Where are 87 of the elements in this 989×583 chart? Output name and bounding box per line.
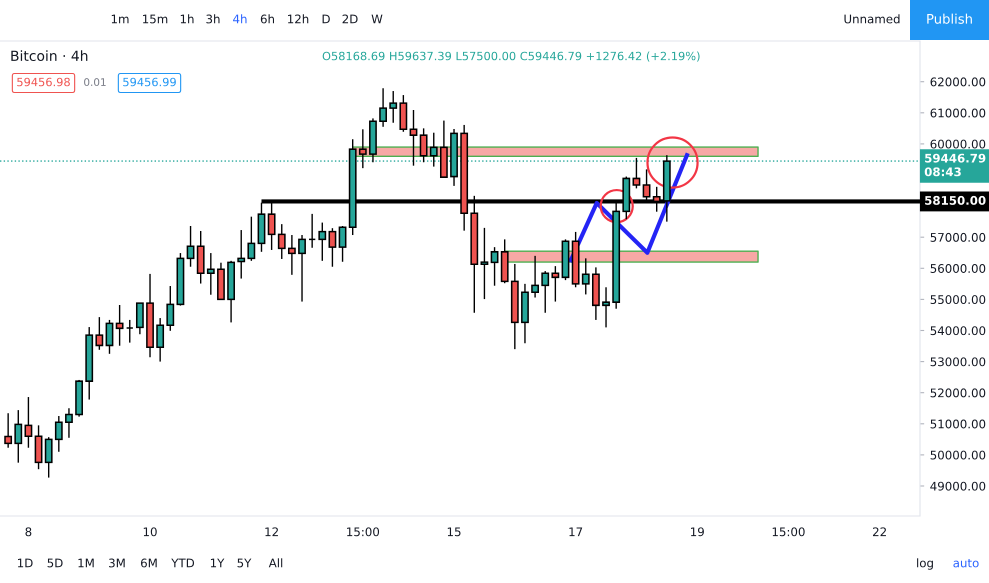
annotation: 59456.99 [123, 78, 176, 86]
y-tick-label: 56000.00 [930, 264, 986, 273]
candlestick [410, 109, 418, 166]
y-tick-label: 61000.00 [930, 108, 986, 118]
candlestick [186, 225, 194, 268]
x-tick-label: 17 [569, 527, 582, 536]
candlestick [490, 246, 498, 286]
text: 1h [180, 14, 194, 24]
y-tick-label: 53000.00 [930, 357, 986, 366]
candlestick [288, 234, 296, 276]
x-tick-label: 22 [872, 527, 886, 536]
candlestick [420, 128, 428, 163]
text: 3h [206, 14, 220, 24]
y-tick-label: 52000.00 [930, 388, 986, 398]
x-tick-label: 12 [265, 527, 278, 536]
candlestick [298, 234, 306, 302]
y-tick-label: 60000.00 [930, 140, 986, 149]
annotation: O58168.69 H59637.39 L57500.00 C59446.79 +1276.42 (+2.19%) [322, 52, 700, 62]
text: 12h [288, 14, 308, 24]
y-tick-label: 54000.00 [930, 326, 986, 336]
text: 4h [233, 14, 246, 24]
y-tick-label: 57000.00 [930, 232, 986, 242]
candlestick [206, 252, 215, 296]
y-tick-label: 62000.00 [930, 77, 986, 86]
text: 1D [18, 558, 33, 568]
candlestick [480, 227, 488, 300]
annotation: 59456.98 [17, 78, 70, 86]
text: Publish [927, 14, 972, 24]
candlestick [14, 409, 22, 464]
candlestick [582, 258, 590, 296]
data-label: 58150.00 [925, 196, 986, 205]
candlestick [95, 316, 104, 350]
candlestick [379, 88, 387, 128]
y-tick-label: 49000.00 [930, 482, 986, 491]
x-tick-label: 15:00 [772, 527, 805, 536]
candlestick [602, 286, 610, 328]
text: YTD [171, 558, 194, 568]
candlestick [531, 255, 539, 298]
text: All [268, 558, 282, 568]
candlestick [24, 396, 32, 448]
text: log [917, 558, 933, 570]
candlestick [389, 90, 398, 124]
candlestick [54, 415, 63, 452]
candlestick [247, 216, 256, 262]
candlestick [44, 436, 53, 478]
ref-line-label: 59446.79 08:43 [924, 154, 986, 176]
candlestick [328, 227, 336, 268]
candlestick [156, 317, 164, 362]
x-tick-label: 15 [448, 527, 461, 536]
text: 6h [260, 14, 274, 24]
candlestick [541, 270, 550, 314]
candlestick [551, 265, 560, 302]
candlestick [318, 222, 326, 262]
x-tick-label: 15:00 [347, 527, 380, 536]
candlestick [106, 319, 114, 355]
text: auto [953, 558, 979, 568]
text: 15m [143, 14, 168, 24]
x-tick-label: 10 [144, 527, 157, 536]
candlestick [358, 128, 367, 169]
y-tick-label: 50000.00 [930, 450, 986, 460]
text: 1Y [210, 558, 224, 568]
candlestick [4, 412, 12, 448]
text: D [322, 14, 330, 24]
text: 1M [78, 558, 94, 568]
text: 2D [342, 14, 358, 24]
text: 5D [48, 558, 63, 568]
annotation: 0.01 [84, 78, 106, 86]
text: 5Y [238, 558, 252, 568]
text: 1m [112, 14, 129, 24]
text: Bitcoin · 4h [11, 50, 88, 62]
y-tick-label: 55000.00 [930, 295, 986, 304]
candlestick [308, 213, 316, 248]
candlestick [126, 319, 134, 344]
candlestick [632, 157, 640, 190]
candlestick [338, 225, 346, 262]
text: 6M [140, 558, 157, 568]
candlestick [65, 408, 73, 438]
y-tick-label: 51000.00 [930, 420, 986, 428]
text: 3M [109, 558, 125, 568]
text: Unnamed [844, 14, 900, 24]
x-tick-label: 8 [25, 527, 32, 536]
candlestick [278, 223, 286, 260]
x-tick-label: 19 [691, 527, 704, 536]
text: W [372, 14, 382, 24]
candlestick [116, 304, 124, 346]
candlestick [237, 229, 246, 280]
candlestick [166, 285, 174, 332]
